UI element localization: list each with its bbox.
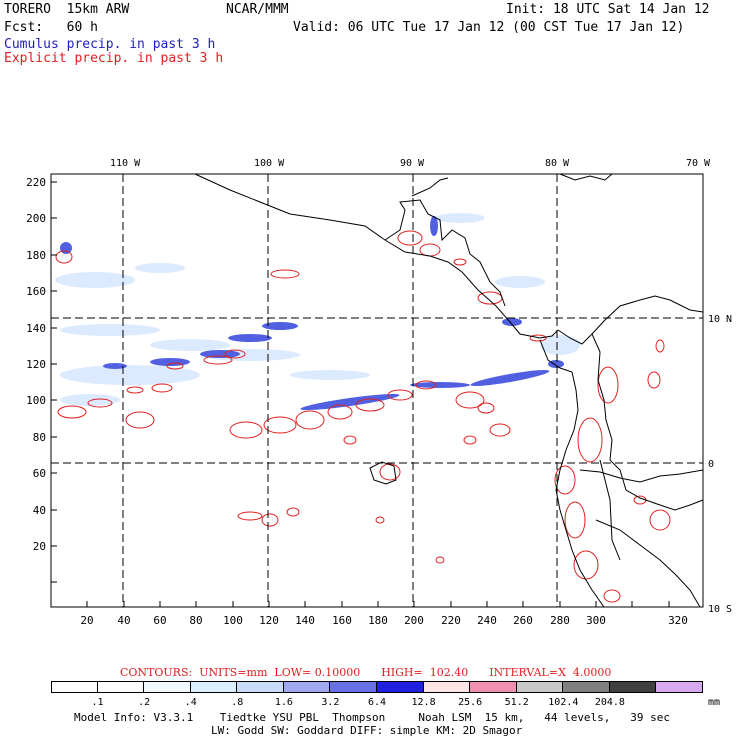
org-title: NCAR/MMM: [226, 2, 289, 17]
x-tick: 320: [668, 614, 688, 627]
lon-label: 70 W: [686, 158, 711, 169]
colorbar-cell: [144, 681, 191, 693]
x-tick: 180: [368, 614, 388, 627]
y-tick: 120: [26, 358, 46, 371]
x-tick: 100: [223, 614, 243, 627]
x-tick: 80: [189, 614, 202, 627]
left-tick-labels: 220 200 180 160 140 120 100 80 60 40 20: [26, 176, 46, 553]
grid-lines: [51, 174, 703, 607]
x-tick: 160: [332, 614, 352, 627]
x-tick: 60: [153, 614, 166, 627]
x-tick: 140: [295, 614, 315, 627]
colorbar-cell: [283, 681, 331, 693]
colorbar-label: 6.4: [367, 697, 387, 708]
x-tick: 40: [117, 614, 130, 627]
lon-label: 90 W: [400, 158, 425, 169]
lat-label: 10 N: [708, 314, 732, 325]
lon-label: 110 W: [110, 158, 141, 169]
colorbar-cell: [190, 681, 238, 693]
coastlines: [194, 173, 704, 608]
x-tick: 280: [550, 614, 570, 627]
y-tick: 60: [33, 467, 46, 480]
colorbar-cell: [237, 681, 284, 693]
forecast-hour: Fcst: 60 h: [4, 20, 98, 35]
bottom-tick-labels: 20 40 60 80 100 120 140 160 180 200 220 …: [80, 614, 688, 627]
colorbar-cell: [330, 681, 377, 693]
cumulus-light: [55, 213, 580, 406]
x-tick: 260: [513, 614, 533, 627]
x-tick: 20: [80, 614, 93, 627]
lat-label: 0: [708, 459, 714, 470]
init-time: Init: 18 UTC Sat 14 Jan 12: [506, 2, 710, 17]
y-tick: 200: [26, 212, 46, 225]
colorbar-label: 204.8: [594, 697, 625, 708]
y-tick: 100: [26, 394, 46, 407]
colorbar-label: .4: [184, 697, 197, 708]
lon-label: 100 W: [254, 158, 285, 169]
colorbar-cell: [97, 681, 145, 693]
colorbar-label: 12.8: [411, 697, 436, 708]
colorbar-cell: [516, 681, 564, 693]
cumulus-legend: Cumulus precip. in past 3 h: [4, 37, 216, 52]
colorbar-label: 25.6: [458, 697, 483, 708]
physics-info: LW: Godd SW: Goddard DIFF: simple KM: 2D…: [211, 724, 523, 737]
y-tick: 80: [33, 431, 46, 444]
colorbar-frame: [51, 681, 703, 693]
explicit-legend: Explicit precip. in past 3 h: [4, 51, 224, 66]
x-tick: 300: [586, 614, 606, 627]
colorbar-label: 1.6: [274, 697, 293, 708]
x-tick: 220: [441, 614, 461, 627]
colorbar-cell: [609, 681, 657, 693]
map-frame: [50, 173, 704, 608]
colorbar-label: .2: [138, 697, 151, 708]
colorbar-label: 102.4: [548, 697, 579, 708]
explicit-contours: [55, 230, 671, 603]
colorbar-cell: [563, 681, 610, 693]
colorbar-unit: mm: [708, 697, 721, 708]
axis-ticks: [51, 181, 670, 607]
model-title: TORERO 15km ARW: [4, 2, 130, 17]
y-tick: 220: [26, 176, 46, 189]
x-tick: 240: [477, 614, 497, 627]
colorbar-label: .8: [231, 697, 244, 708]
y-tick: 160: [26, 285, 46, 298]
colorbar-cell: [423, 681, 471, 693]
lon-label: 80 W: [545, 158, 570, 169]
y-tick: 140: [26, 322, 46, 335]
colorbar-label: .1: [91, 697, 104, 708]
colorbar-cell: [377, 681, 424, 693]
colorbar-cell: [51, 681, 98, 693]
y-tick: 20: [33, 540, 46, 553]
colorbar-label: 51.2: [504, 697, 529, 708]
model-info: Model Info: V3.3.1 Tiedtke YSU PBL Thomp…: [74, 711, 671, 724]
contours-info: CONTOURS: UNITS=mm LOW= 0.10000 HIGH= 10…: [120, 666, 612, 679]
lat-label: 10 S: [708, 604, 732, 615]
colorbar-label: 3.2: [321, 697, 340, 708]
colorbar-cell: [470, 681, 517, 693]
y-tick: 40: [33, 504, 46, 517]
y-tick: 180: [26, 249, 46, 262]
x-tick: 200: [404, 614, 424, 627]
x-tick: 120: [259, 614, 279, 627]
valid-time: Valid: 06 UTC Tue 17 Jan 12 (00 CST Tue …: [293, 20, 685, 35]
